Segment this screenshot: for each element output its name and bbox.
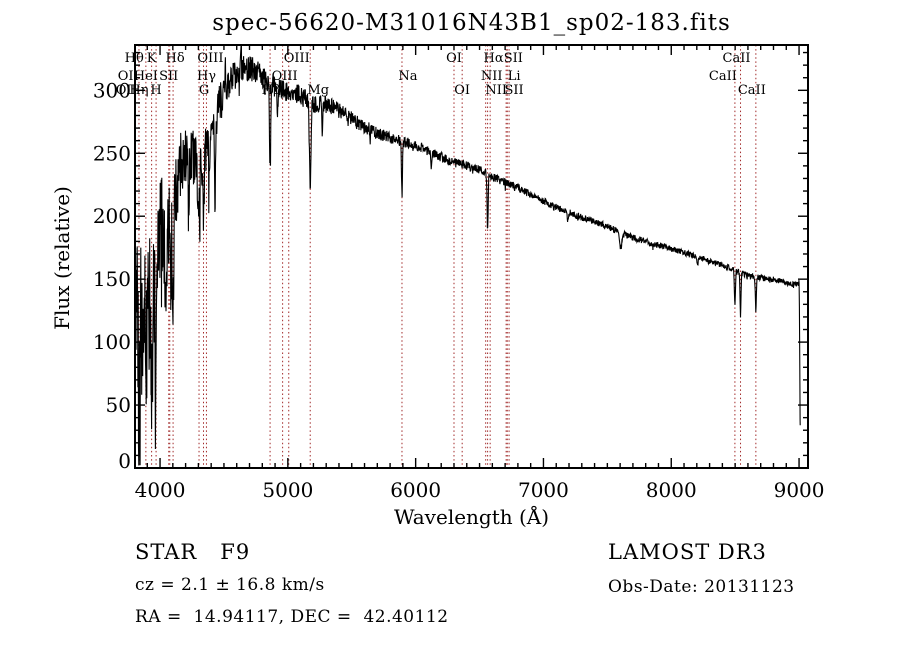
x-tick-label: 4000 (135, 478, 186, 502)
y-tick-label: 200 (93, 204, 131, 228)
line-label-NII: NII (481, 69, 503, 84)
y-tick-label: 50 (106, 393, 131, 417)
line-label-HeI: HeI (134, 69, 158, 84)
line-label-Hη: Hη (129, 83, 148, 98)
line-label-Na: Na (398, 69, 417, 84)
x-tick-label: 8000 (646, 478, 697, 502)
line-label-Hγ: Hγ (197, 69, 216, 84)
line-label-OIII: OIII (197, 51, 223, 66)
y-tick-label: 100 (93, 330, 131, 354)
line-label-SII: SII (159, 69, 178, 84)
y-axis-label: Flux (relative) (50, 186, 74, 330)
line-label-Hθ: Hθ (125, 51, 144, 66)
line-label-OII: OII (116, 83, 137, 98)
line-label-OII: OII (118, 69, 139, 84)
line-label-Hβ: Hβ (262, 83, 281, 98)
y-tick-label: 0 (118, 449, 131, 473)
spectral-line-markers (138, 45, 757, 468)
line-label-Mg: Mg (307, 83, 329, 98)
line-label-NII: NII (485, 83, 507, 98)
x-tick-label: 5000 (262, 478, 313, 502)
coordinates-text: RA = 14.94117, DEC = 42.40112 (135, 607, 449, 627)
line-label-SII: SII (504, 83, 523, 98)
y-tick-label: 150 (93, 267, 131, 291)
line-label-CaII: CaII (738, 83, 766, 98)
x-tick-label: 7000 (518, 478, 569, 502)
line-label-CaII: CaII (723, 51, 751, 66)
plot-title: spec-56620-M31016N43B1_sp02-183.fits (212, 10, 731, 36)
x-axis-label: Wavelength (Å) (393, 505, 550, 529)
spectrum-trace (134, 44, 801, 466)
x-tick-label: 9000 (774, 478, 825, 502)
line-label-Hα: Hα (484, 51, 504, 66)
line-label-Li: Li (508, 69, 521, 84)
tick-labels: 4000 5000 6000 7000 8000 9000 0 50 100 150 200 250 3… (93, 78, 825, 502)
obs-date-text: Obs-Date: 20131123 (608, 577, 795, 597)
cz-text: cz = 2.1 ± 16.8 km/s (135, 575, 325, 595)
survey-text: LAMOST DR3 (608, 540, 767, 564)
x-tick-label: 6000 (390, 478, 441, 502)
line-label-CaII: CaII (709, 69, 737, 84)
line-label-H: H (150, 83, 161, 98)
axes (134, 44, 809, 469)
line-label-K: K (147, 51, 157, 66)
spectrum-path (134, 44, 801, 466)
line-label-G: G (199, 83, 209, 98)
line-label-OI: OI (446, 51, 462, 66)
object-class-text: STAR F9 (135, 540, 251, 564)
line-label-OIII: OIII (284, 51, 310, 66)
line-label-OI: OI (454, 83, 470, 98)
plot-frame (134, 44, 809, 469)
line-label-SII: SII (504, 51, 523, 66)
y-tick-label: 250 (93, 141, 131, 165)
line-label-Hδ: Hδ (165, 51, 184, 66)
line-label-OIII: OIII (272, 69, 298, 84)
y-tick-label: 300 (93, 78, 131, 102)
